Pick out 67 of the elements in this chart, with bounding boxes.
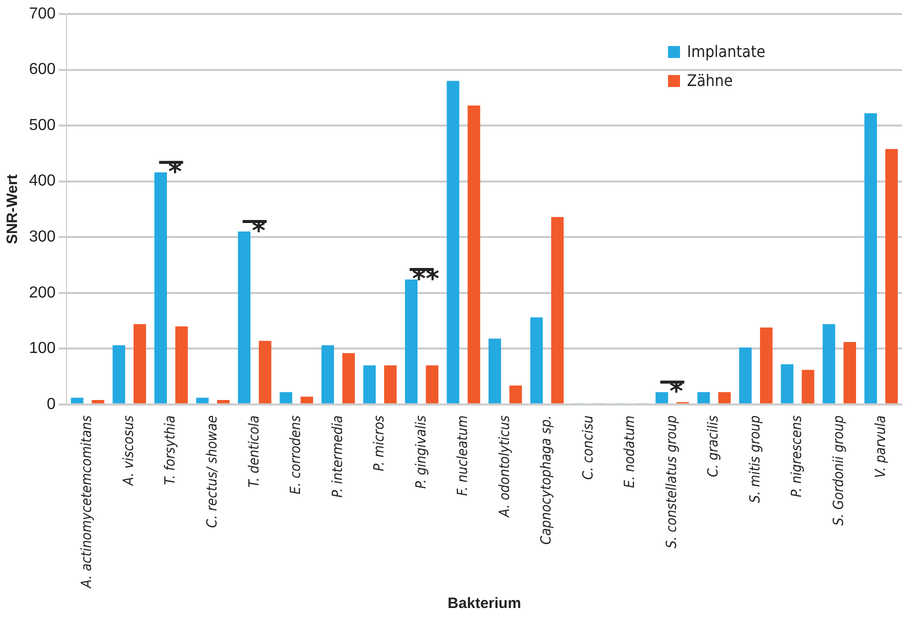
x-tick-label: P. intermedia bbox=[330, 415, 346, 498]
x-tick-label: F. nucleatum bbox=[455, 415, 472, 496]
y-tick-label: 500 bbox=[28, 116, 56, 134]
x-tick-label: C. gracilis bbox=[706, 414, 722, 478]
x-tick-label: T. forsythia bbox=[162, 415, 179, 485]
bar bbox=[822, 324, 836, 404]
bar bbox=[404, 279, 418, 404]
x-tick-label: P. nigrescens bbox=[789, 414, 806, 498]
bar bbox=[697, 392, 710, 404]
y-tick-label: 100 bbox=[28, 340, 56, 358]
bar bbox=[217, 400, 230, 404]
bar bbox=[92, 400, 104, 404]
x-tick-label: P. gingivalis bbox=[413, 414, 430, 489]
bar bbox=[384, 365, 397, 404]
x-tick-label: S. Gordonii group bbox=[830, 415, 847, 526]
x-tick-label: S. mitis group bbox=[747, 415, 764, 504]
bar bbox=[134, 324, 146, 404]
bar bbox=[739, 348, 752, 404]
bar bbox=[760, 327, 773, 404]
x-tick-label: V. parvula bbox=[872, 415, 889, 478]
bar bbox=[321, 345, 334, 404]
y-tick-label: 200 bbox=[28, 284, 56, 302]
bar bbox=[342, 353, 355, 404]
y-tick-label: 300 bbox=[28, 228, 56, 246]
bar bbox=[258, 340, 272, 404]
bar bbox=[363, 365, 376, 404]
y-tick-label: 0 bbox=[46, 396, 56, 413]
bar bbox=[175, 326, 188, 404]
bar bbox=[426, 365, 438, 404]
x-tick-label: T. denticola bbox=[246, 415, 262, 488]
x-tick-label: A. viscosus bbox=[120, 414, 137, 487]
x-axis-title: Bakterium bbox=[448, 595, 522, 612]
bar bbox=[300, 396, 314, 404]
x-tick-label: E. corrodens bbox=[288, 414, 304, 494]
bar bbox=[196, 398, 209, 404]
bar bbox=[885, 148, 898, 404]
bar bbox=[718, 392, 731, 404]
x-tick-label: P. micros bbox=[372, 414, 388, 472]
bar bbox=[488, 338, 502, 404]
bar bbox=[468, 105, 480, 404]
bar bbox=[844, 342, 856, 404]
legend-label: Zähne bbox=[687, 71, 733, 90]
bar bbox=[446, 80, 460, 404]
x-tick-label: E. nodatum bbox=[622, 415, 638, 488]
x-tick-label: S. constellatus group bbox=[664, 415, 680, 548]
bar bbox=[70, 398, 84, 404]
bar bbox=[802, 370, 814, 404]
bar bbox=[509, 385, 522, 404]
y-axis-title: SNR-Wert bbox=[4, 174, 22, 244]
x-tick-label: C. rectus/ showae bbox=[204, 415, 221, 528]
x-tick-label: A. odontolyticus bbox=[496, 414, 513, 518]
bar bbox=[780, 364, 794, 404]
bar bbox=[530, 317, 543, 404]
bar bbox=[238, 232, 250, 404]
bar bbox=[551, 217, 564, 404]
legend-label: Implantate bbox=[687, 42, 766, 61]
bar bbox=[154, 172, 167, 404]
x-tick-label: A. actinomycetemcomitans bbox=[79, 414, 96, 589]
x-tick-label: C. concisu bbox=[580, 415, 596, 480]
bar bbox=[280, 392, 292, 404]
y-tick-label: 700 bbox=[28, 5, 56, 22]
bar bbox=[864, 113, 877, 404]
x-tick-label: Capnocytophaga sp. bbox=[538, 415, 555, 545]
y-tick-label: 600 bbox=[28, 61, 56, 78]
y-tick-label: 400 bbox=[28, 172, 56, 190]
bar bbox=[656, 392, 668, 404]
bar bbox=[112, 345, 126, 404]
